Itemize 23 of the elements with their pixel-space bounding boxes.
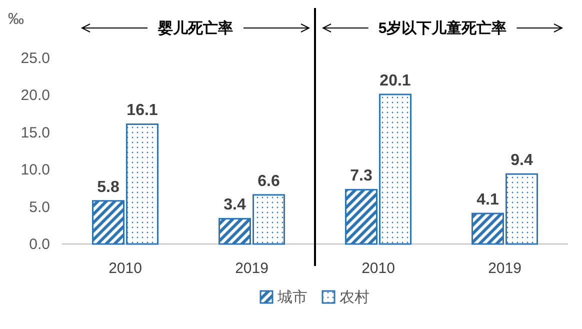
- legend-label: 城市: [276, 289, 308, 306]
- x-tick-label: 2019: [235, 260, 268, 277]
- y-tick-label: 20.0: [20, 87, 50, 104]
- y-tick-label: 25.0: [20, 50, 50, 67]
- y-tick-label: 10.0: [20, 162, 50, 179]
- data-label: 5.8: [97, 178, 120, 196]
- data-label: 4.1: [476, 191, 499, 208]
- x-tick-label: 2010: [108, 260, 142, 277]
- x-tick-label: 2019: [488, 260, 522, 277]
- x-tick-label: 2010: [362, 260, 395, 277]
- data-label: 6.6: [258, 172, 280, 190]
- y-tick-label: 0.0: [29, 236, 50, 253]
- y-axis-title: ‰: [8, 11, 24, 28]
- data-label: 16.1: [126, 102, 158, 120]
- data-label: 20.1: [380, 72, 411, 90]
- text: 5岁以下儿童死亡率: [378, 19, 507, 37]
- y-tick-label: 15.0: [20, 124, 50, 142]
- data-label: 3.4: [224, 196, 246, 214]
- y-tick-label: 5.0: [29, 198, 50, 216]
- text: 婴儿死亡率: [157, 19, 233, 37]
- data-label: 9.4: [510, 152, 533, 170]
- legend-label: 农村: [340, 289, 370, 306]
- data-label: 7.3: [350, 168, 372, 185]
